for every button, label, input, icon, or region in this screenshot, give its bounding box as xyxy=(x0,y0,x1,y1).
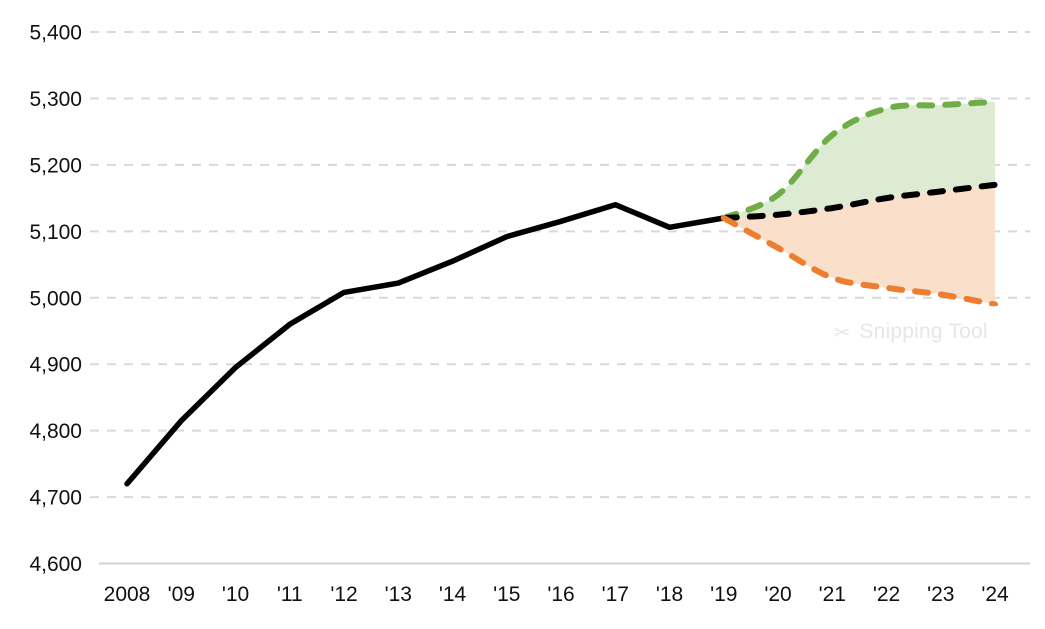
high-projection-fill-area xyxy=(723,101,995,218)
x-tick-label: '09 xyxy=(168,583,195,606)
y-tick-label: 5,400 xyxy=(29,22,82,45)
mid-projection-fill-area xyxy=(723,184,995,305)
x-tick-label: '14 xyxy=(439,583,467,606)
x-tick-label: '22 xyxy=(873,583,900,606)
y-tick-label: 5,300 xyxy=(29,88,82,111)
x-tick-label: '19 xyxy=(710,583,737,606)
historical-line xyxy=(124,201,727,487)
x-tick-label: '10 xyxy=(222,583,249,606)
x-tick-label: '21 xyxy=(819,583,846,606)
x-tick-label: '16 xyxy=(547,583,574,606)
y-tick-label: 4,900 xyxy=(29,354,82,377)
y-tick-label: 5,200 xyxy=(29,154,82,177)
x-tick-label: '24 xyxy=(981,583,1009,606)
mid-projection-line xyxy=(720,181,998,221)
x-tick-label: '20 xyxy=(764,583,791,606)
x-tick-label: '18 xyxy=(656,583,683,606)
low-projection-line xyxy=(720,215,998,308)
x-tick-label: '15 xyxy=(493,583,520,606)
x-tick-label: '12 xyxy=(330,583,357,606)
y-tick-label: 4,600 xyxy=(29,553,82,576)
x-tick-label: '13 xyxy=(385,583,412,606)
y-tick-label: 4,800 xyxy=(29,420,82,443)
y-tick-label: 5,100 xyxy=(29,221,82,244)
x-tick-label: 2008 xyxy=(104,583,151,606)
y-tick-label: 5,000 xyxy=(29,287,82,310)
y-tick-label: 4,700 xyxy=(29,487,82,510)
x-tick-label: '11 xyxy=(277,583,303,606)
x-tick-label: '23 xyxy=(927,583,954,606)
x-tick-label: '17 xyxy=(602,583,629,606)
high-projection-line xyxy=(720,98,998,221)
